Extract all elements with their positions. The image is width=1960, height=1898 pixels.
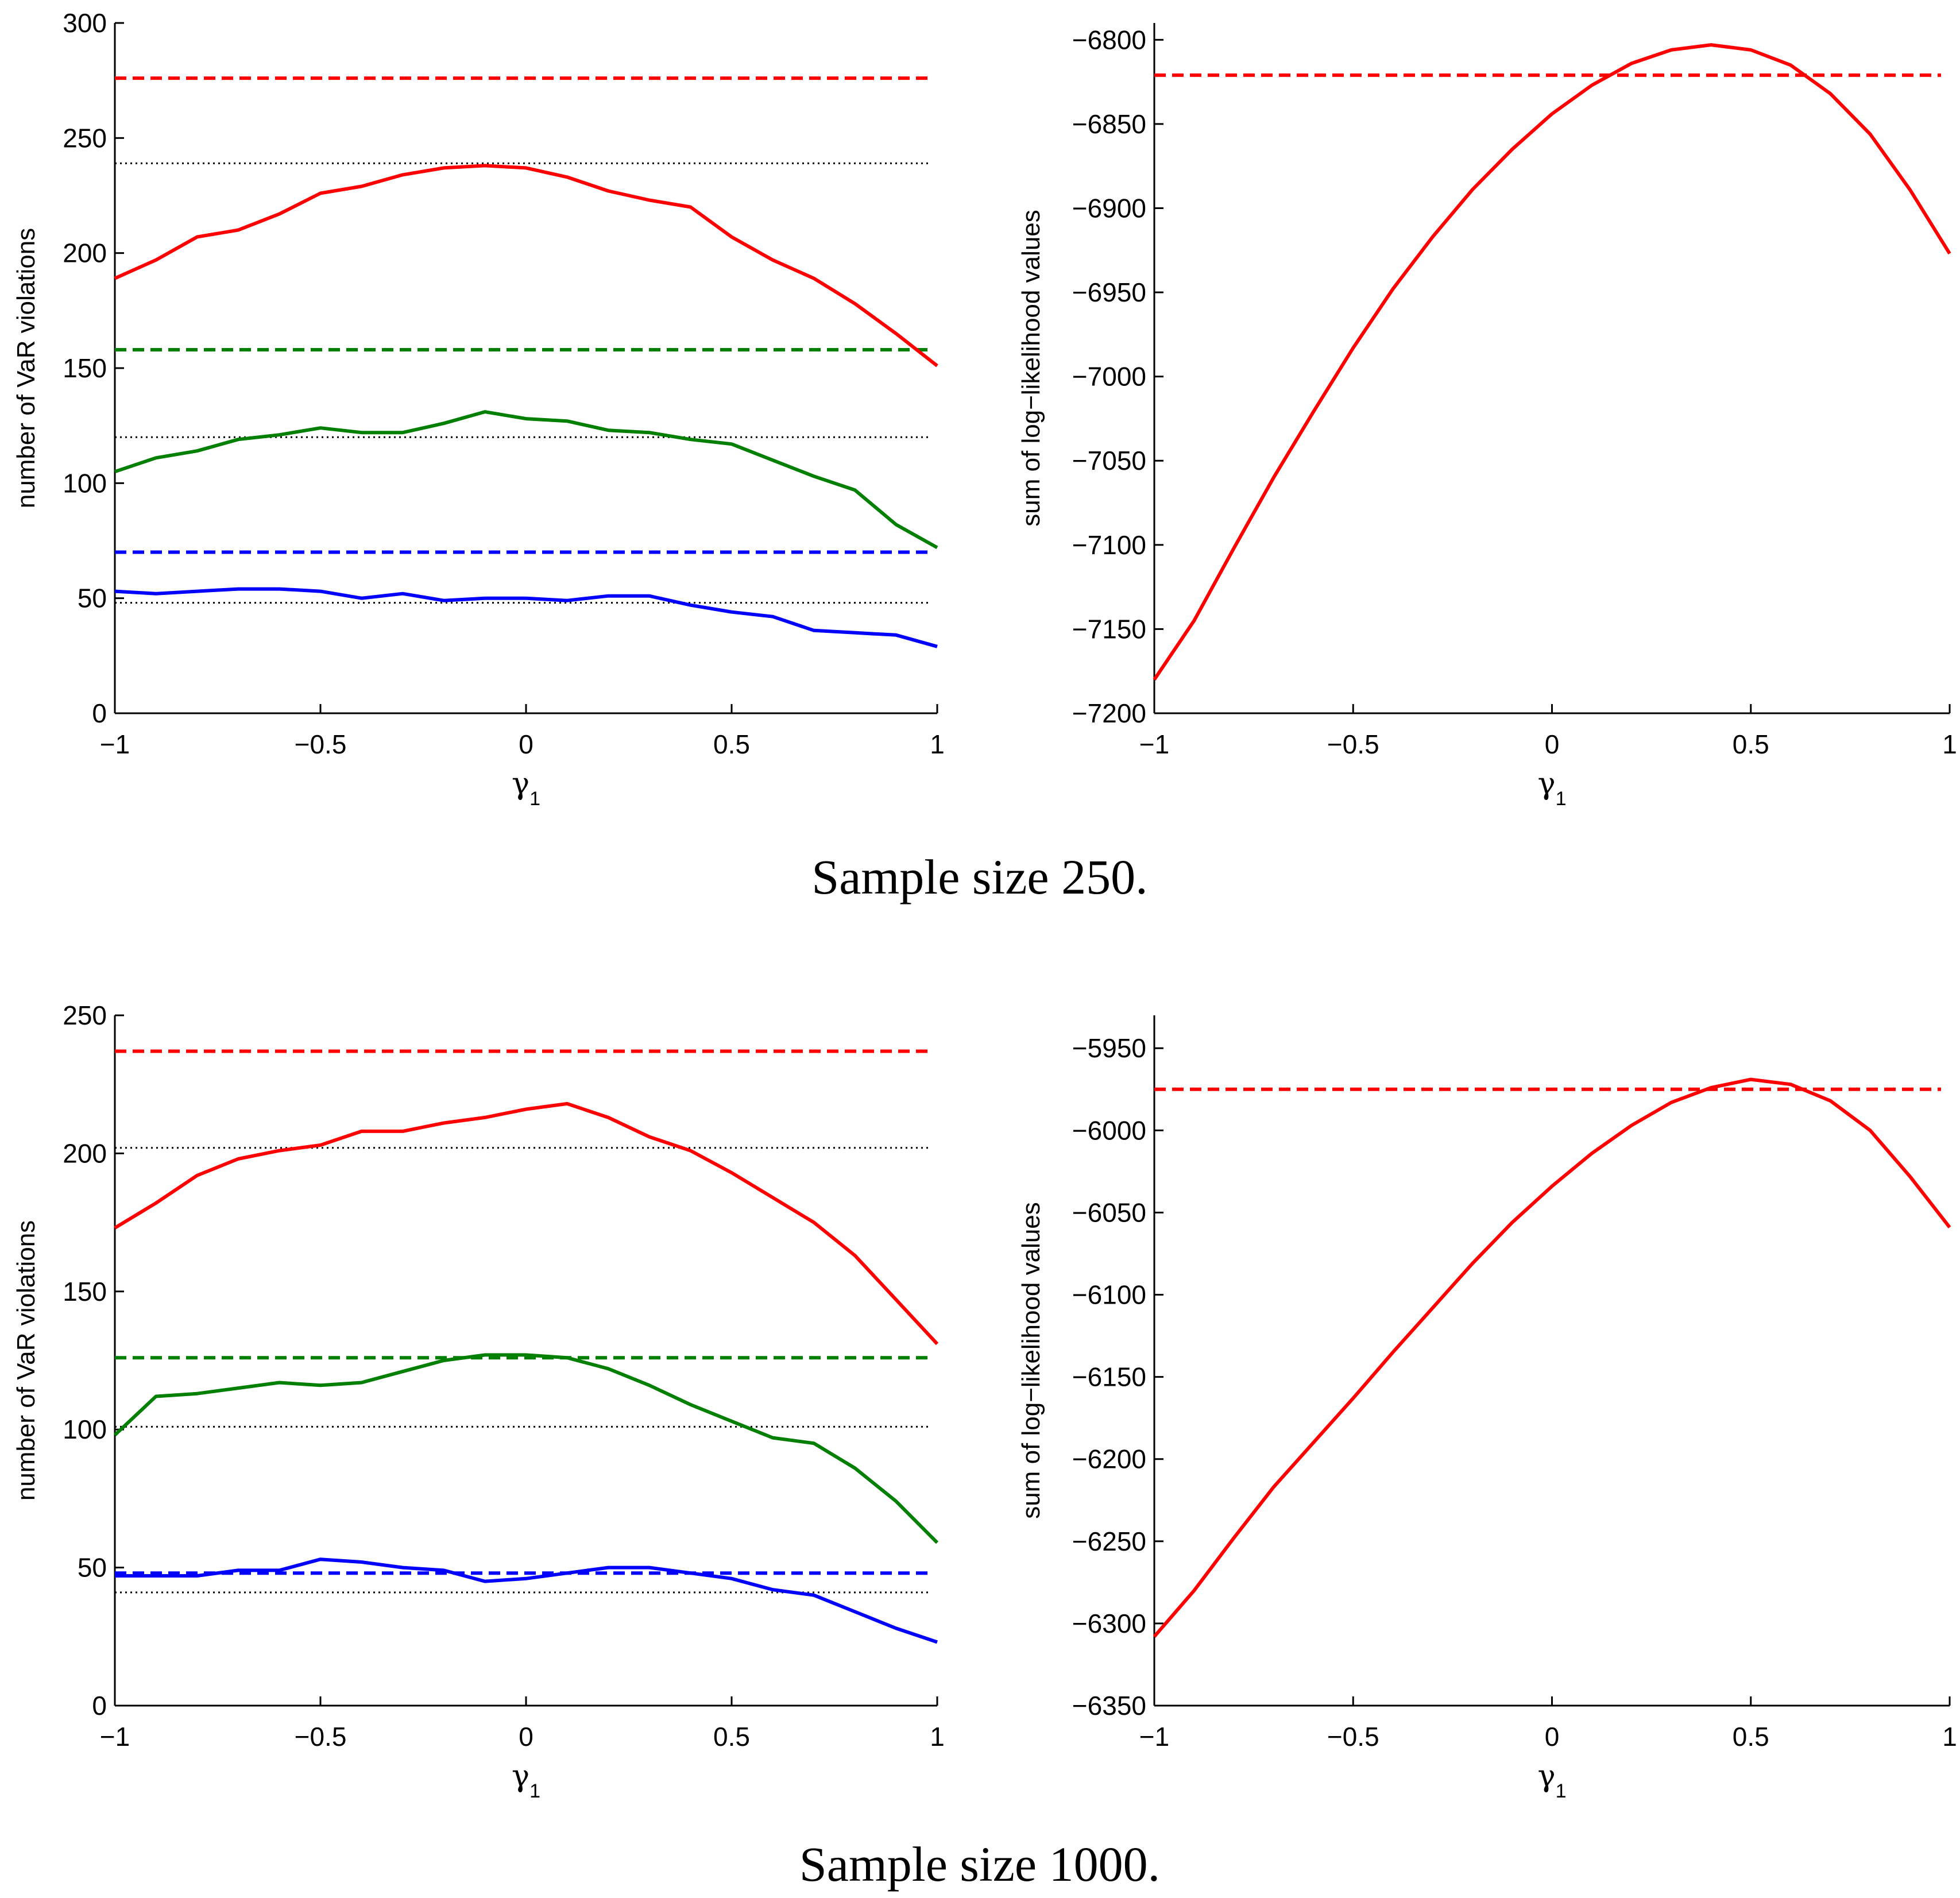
y-tick-label: −6350 bbox=[1072, 1691, 1146, 1721]
series-line-red bbox=[1153, 1077, 1951, 1638]
x-tick-label: −0.5 bbox=[295, 729, 347, 759]
y-tick-label: −7050 bbox=[1072, 446, 1146, 476]
y-tick-label: 100 bbox=[63, 468, 107, 498]
series-line-red bbox=[114, 1101, 939, 1346]
caption-sample-1000: Sample size 1000. bbox=[799, 1837, 1160, 1892]
y-tick-label: −6150 bbox=[1072, 1362, 1146, 1392]
x-tick-label: −1 bbox=[1139, 729, 1169, 759]
y-tick-label: 0 bbox=[92, 1691, 107, 1721]
y-tick-label: −7100 bbox=[1072, 530, 1146, 560]
y-axis-label: sum of log−likelihood values bbox=[1017, 210, 1045, 527]
x-axis-label: γ1 bbox=[1538, 1759, 1567, 1802]
x-tick-label: −1 bbox=[100, 1722, 130, 1752]
y-tick-label: 200 bbox=[63, 1138, 107, 1168]
y-tick-label: −6300 bbox=[1072, 1609, 1146, 1638]
y-tick-label: 250 bbox=[63, 1000, 107, 1030]
y-tick-label: −6800 bbox=[1072, 25, 1146, 55]
x-tick-label: 0 bbox=[1545, 729, 1560, 759]
y-tick-label: 0 bbox=[92, 698, 107, 728]
y-tick-label: −6000 bbox=[1072, 1115, 1146, 1145]
y-tick-label: −7200 bbox=[1072, 698, 1146, 728]
caption-sample-250: Sample size 250. bbox=[811, 849, 1147, 904]
y-tick-label: 250 bbox=[63, 123, 107, 153]
y-tick-label: −6900 bbox=[1072, 193, 1146, 223]
y-tick-label: −6200 bbox=[1072, 1444, 1146, 1474]
y-tick-label: −6100 bbox=[1072, 1280, 1146, 1310]
x-tick-label: −0.5 bbox=[1327, 1722, 1379, 1752]
series-line-green bbox=[114, 410, 938, 550]
y-tick-label: 300 bbox=[63, 8, 107, 38]
x-tick-label: 1 bbox=[1942, 1722, 1957, 1752]
series-line-red bbox=[1153, 43, 1951, 681]
x-tick-label: 1 bbox=[1942, 729, 1957, 759]
y-tick-label: 50 bbox=[78, 1553, 107, 1583]
x-axis-label: γ1 bbox=[1538, 767, 1567, 810]
loglik-chart-sample-1000: −6350 −6300 −6250 −6200 −6150 −6100 −6050 −6000… bbox=[1017, 1015, 1957, 1802]
x-tick-label: 1 bbox=[930, 729, 945, 759]
x-tick-label: 0 bbox=[1545, 1722, 1560, 1752]
x-tick-label: 0 bbox=[519, 1722, 534, 1752]
series-line-green bbox=[113, 1353, 939, 1544]
y-tick-label: 150 bbox=[63, 1277, 107, 1306]
x-axis-label: γ1 bbox=[512, 767, 540, 810]
y-tick-label: −6050 bbox=[1072, 1197, 1146, 1227]
y-axis-label: number of VaR violations bbox=[12, 1220, 40, 1501]
x-tick-label: 0 bbox=[519, 729, 534, 759]
y-tick-label: −6850 bbox=[1072, 109, 1146, 139]
violations-chart-sample-250: 0 50 100 150 200 250 300 −1 −0.5 0 0.5 1 γ1 number of… bbox=[12, 8, 945, 810]
x-tick-label: 0.5 bbox=[1733, 729, 1769, 759]
x-tick-label: 1 bbox=[930, 1722, 945, 1752]
series-line-blue bbox=[115, 1557, 938, 1644]
x-tick-label: −0.5 bbox=[295, 1722, 347, 1752]
x-tick-label: −1 bbox=[100, 729, 130, 759]
y-tick-label: 100 bbox=[63, 1414, 107, 1444]
x-axis-label: γ1 bbox=[512, 1759, 540, 1802]
x-tick-label: 0.5 bbox=[713, 729, 750, 759]
y-tick-label: −7150 bbox=[1072, 614, 1146, 644]
y-axis-label: sum of log−likelihood values bbox=[1017, 1202, 1045, 1519]
x-tick-label: −0.5 bbox=[1327, 729, 1379, 759]
y-tick-label: −6950 bbox=[1072, 277, 1146, 307]
series-line-red bbox=[114, 164, 938, 368]
y-axis-label: number of VaR violations bbox=[12, 228, 40, 508]
y-tick-label: −5950 bbox=[1072, 1033, 1146, 1063]
y-tick-label: 50 bbox=[78, 583, 107, 613]
loglik-chart-sample-250: −7200 −7150 −7100 −7050 −7000 −6950 −6900 −6850… bbox=[1017, 23, 1957, 810]
x-tick-label: 0.5 bbox=[1733, 1722, 1769, 1752]
y-tick-label: −6250 bbox=[1072, 1526, 1146, 1556]
y-tick-label: 150 bbox=[63, 353, 107, 383]
y-tick-label: 200 bbox=[63, 238, 107, 268]
x-tick-label: 0.5 bbox=[713, 1722, 750, 1752]
x-tick-label: −1 bbox=[1139, 1722, 1169, 1752]
series-line-blue bbox=[114, 587, 938, 648]
y-tick-label: −7000 bbox=[1072, 362, 1146, 392]
violations-chart-sample-1000: 0 50 100 150 200 250 −1 −0.5 0 0.5 1 γ1 number of Va… bbox=[12, 1000, 945, 1802]
